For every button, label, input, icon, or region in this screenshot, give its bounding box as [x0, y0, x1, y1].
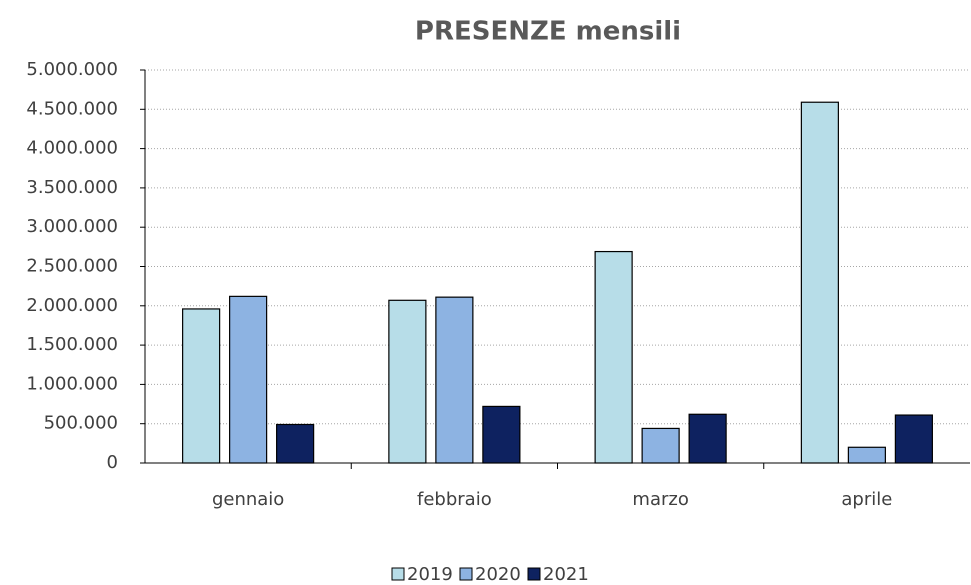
- bar: [641, 427, 680, 464]
- bar: [182, 308, 221, 464]
- y-tick-label: 2.000.000: [26, 295, 118, 316]
- bar: [482, 405, 521, 464]
- y-tick-label: 3.500.000: [26, 177, 118, 198]
- y-tick-label: 5.000.000: [26, 59, 118, 80]
- y-tick-label: 4.500.000: [26, 98, 118, 119]
- bar: [229, 295, 268, 464]
- bar: [800, 101, 839, 464]
- y-tick-label: 3.000.000: [26, 216, 118, 237]
- bar: [388, 299, 427, 464]
- x-tick-label: aprile: [841, 489, 892, 510]
- y-tick-label: 1.500.000: [26, 334, 118, 355]
- bar: [894, 414, 933, 464]
- bar: [276, 423, 315, 464]
- bar: [688, 413, 727, 464]
- legend-label: 2020: [475, 564, 521, 585]
- y-tick-label: 2.500.000: [26, 256, 118, 277]
- chart-title: PRESENZE mensili: [415, 17, 681, 47]
- legend-label: 2019: [407, 564, 453, 585]
- x-tick-label: febbraio: [417, 489, 492, 510]
- bar: [435, 296, 474, 464]
- x-tick-label: gennaio: [212, 489, 284, 510]
- legend-label: 2021: [543, 564, 589, 585]
- x-tick-label: marzo: [632, 489, 688, 510]
- y-tick-label: 500.000: [44, 413, 118, 434]
- y-tick-label: 1.000.000: [26, 373, 118, 394]
- bar: [847, 446, 886, 464]
- legend-swatch: [391, 567, 405, 581]
- y-tick-label: 0: [107, 452, 118, 473]
- y-tick-label: 4.000.000: [26, 138, 118, 159]
- legend-swatch: [459, 567, 473, 581]
- bar: [594, 250, 633, 464]
- legend-swatch: [527, 567, 541, 581]
